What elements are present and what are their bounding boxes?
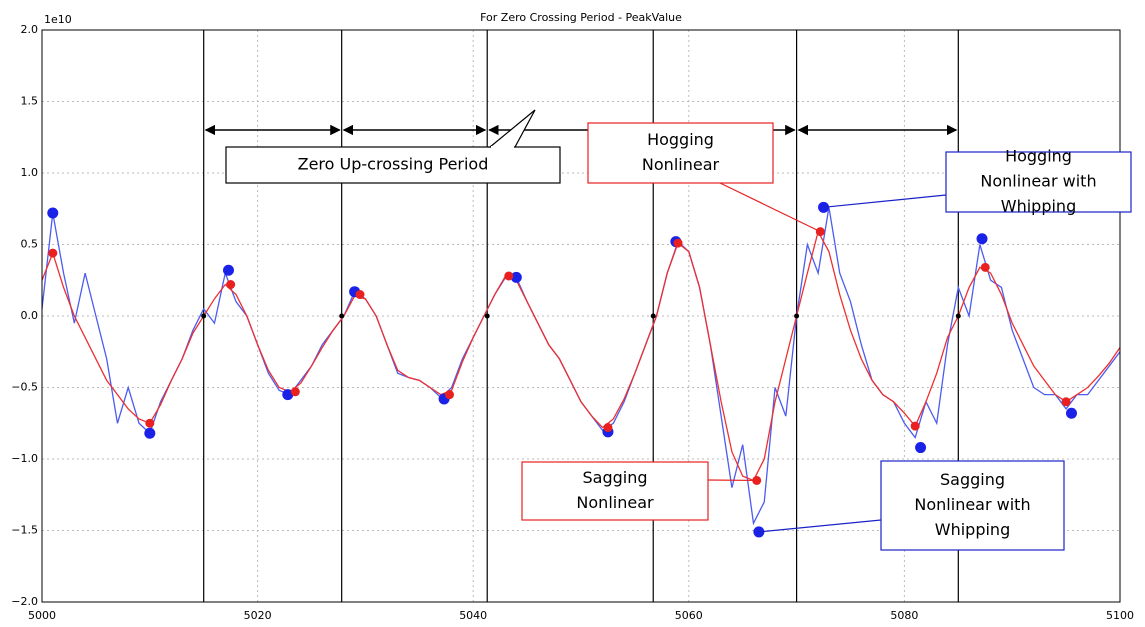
peak-point	[976, 233, 988, 245]
annotation-box	[945, 151, 1132, 213]
y-tick-label: 0.0	[21, 309, 39, 322]
y-tick-label: 0.5	[21, 238, 39, 251]
crossing-point	[650, 313, 656, 319]
peak-point	[282, 389, 294, 401]
x-tick-label: 5040	[459, 609, 487, 622]
y-tick-label: 1.0	[21, 166, 39, 179]
callout-line	[719, 182, 821, 233]
annotation-text: Nonlinear	[642, 155, 720, 174]
annotation-text: Whipping	[935, 520, 1010, 539]
offset-label: 1e10	[44, 13, 72, 26]
peak-point	[510, 271, 522, 283]
peak-point	[1061, 397, 1071, 407]
peak-point	[226, 280, 236, 290]
x-tick-label: 5080	[890, 609, 918, 622]
callout-line	[823, 194, 947, 208]
plot-frame	[41, 29, 1121, 603]
annotation-box	[521, 461, 709, 521]
peak-point	[673, 238, 683, 248]
annotation-text: Nonlinear	[576, 493, 654, 512]
y-tick-label: −1.5	[11, 524, 38, 537]
x-tick-label: 5060	[675, 609, 703, 622]
peak-point	[355, 290, 365, 300]
data-line	[41, 229, 1121, 482]
peak-point	[915, 442, 927, 454]
x-tick-label: 5100	[1106, 609, 1134, 622]
annotation-text: Nonlinear with	[980, 172, 1096, 191]
crossing-point	[955, 313, 961, 319]
annotation-box	[880, 460, 1065, 551]
y-tick-label: −1.0	[11, 452, 38, 465]
annotation-text: Hogging	[647, 130, 714, 149]
annotation-text: Zero Up-crossing Period	[298, 155, 489, 174]
annotation-text: Sagging	[582, 468, 647, 487]
x-tick-label: 5020	[244, 609, 272, 622]
annotation-text: Whipping	[1001, 197, 1076, 216]
y-tick-label: 2.0	[21, 23, 39, 36]
y-tick-label: −0.5	[11, 381, 38, 394]
y-tick-label: 1.5	[21, 95, 39, 108]
crossing-point	[339, 313, 345, 319]
peak-point	[47, 207, 59, 219]
annotation-text: Sagging	[940, 470, 1005, 489]
annotation-box	[587, 122, 774, 184]
peak-point	[145, 418, 155, 428]
peak-point	[222, 264, 234, 276]
peak-point	[980, 262, 990, 272]
annotation-box	[225, 146, 561, 184]
peak-point	[504, 271, 514, 281]
y-tick-label: −2.0	[11, 595, 38, 608]
peak-point	[290, 387, 300, 397]
annotation-text: Nonlinear with	[914, 495, 1030, 514]
chart-title: For Zero Crossing Period - PeakValue	[480, 11, 682, 24]
crossing-point	[484, 313, 490, 319]
callout-tail	[488, 109, 536, 148]
peak-point	[1065, 407, 1077, 419]
peak-point	[444, 390, 454, 400]
crossing-point	[201, 313, 207, 319]
peak-point	[48, 248, 58, 258]
peak-point	[910, 421, 920, 431]
annotation-text: Hogging	[1005, 147, 1072, 166]
peak-point	[144, 427, 156, 439]
x-tick-label: 5000	[28, 609, 56, 622]
crossing-point	[794, 313, 800, 319]
callout-line	[758, 519, 882, 533]
peak-point	[603, 423, 613, 433]
